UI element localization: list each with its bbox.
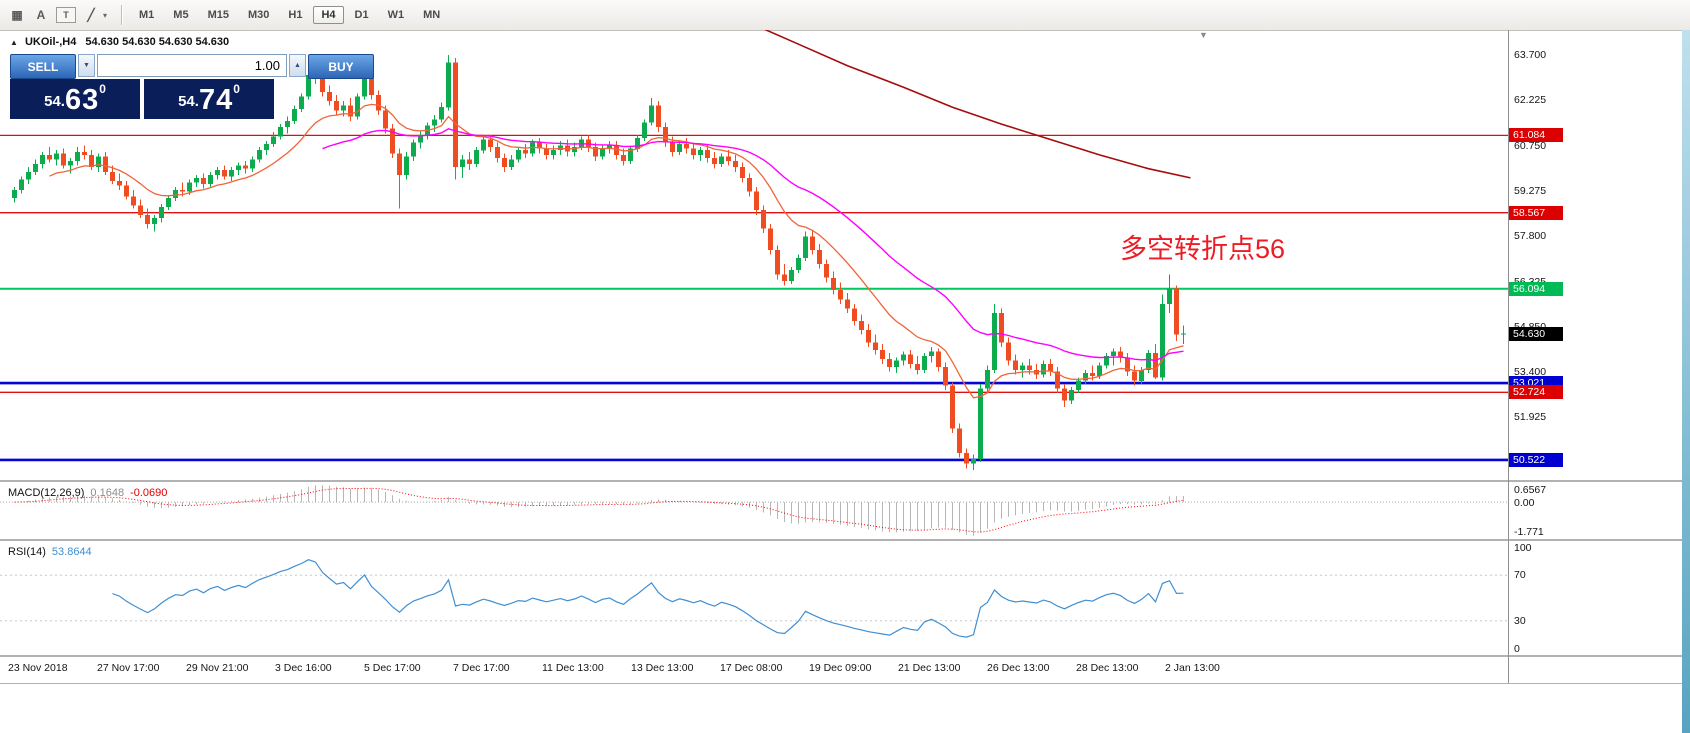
chart-annotation-text[interactable]: 多空转折点56 (1120, 234, 1286, 264)
time-axis-label: 27 Nov 17:00 (97, 662, 160, 674)
ask-superscript: 0 (233, 82, 240, 96)
rsi-axis-0: 0 (1514, 643, 1520, 655)
time-axis-label: 3 Dec 16:00 (275, 662, 332, 674)
chart-bottom-border (0, 683, 1683, 684)
timeframe-button-h1[interactable]: H1 (288, 9, 303, 21)
price-axis-label: 59.275 (1514, 184, 1547, 197)
timeframe-button-h4[interactable]: H4 (313, 6, 344, 24)
rsi-axis-30: 30 (1514, 614, 1526, 627)
ask-big-digits: 74 (198, 84, 234, 116)
time-axis[interactable]: 23 Nov 2018 27 Nov 17:00 29 Nov 21:00 3 Dec… (0, 657, 1508, 683)
pane-splitter-macd[interactable] (0, 480, 1683, 482)
collapse-panel-icon[interactable]: ▲ (10, 38, 18, 47)
time-axis-label: 11 Dec 13:00 (542, 662, 604, 674)
toolbar-separator (121, 5, 124, 25)
main-chart-canvas[interactable] (0, 30, 1683, 480)
time-axis-label: 26 Dec 13:00 (987, 662, 1050, 674)
ohlc-readout: 54.630 54.630 54.630 54.630 (85, 36, 230, 48)
price-scale-separator (1508, 30, 1509, 683)
macd-label: MACD(12,26,9) 0.1648 -0.0690 (8, 487, 167, 499)
line-tools-icon[interactable]: ╱ (87, 8, 95, 22)
buy-button[interactable]: BUY (308, 54, 374, 79)
bid-price-display[interactable]: 54. 63 0 (10, 79, 140, 119)
rsi-label: RSI(14) 53.8644 (8, 546, 92, 558)
rsi-name: RSI(14) (8, 546, 46, 558)
timeframe-button-m15[interactable]: M15 (207, 9, 229, 21)
price-axis-label: 63.700 (1514, 48, 1547, 61)
hline-badge-50.522: 50.522 (1509, 452, 1563, 467)
ma-slow-line (764, 30, 1191, 179)
hline-badge-61.084: 61.084 (1509, 128, 1563, 143)
time-axis-label: 21 Dec 13:00 (898, 662, 961, 674)
timeframe-button-d1[interactable]: D1 (354, 9, 369, 21)
ma-medium-line (322, 128, 1184, 362)
ask-price-display[interactable]: 54. 74 0 (144, 79, 274, 119)
rsi-canvas[interactable] (0, 541, 1683, 655)
ma-fast-line (49, 103, 1184, 399)
macd-axis-zero: 0.00 (1514, 497, 1535, 510)
rsi-value: 53.8644 (51, 546, 92, 558)
timeframe-toolbar: M1 M5 M15 M30 H1 H4 D1 W1 MN (131, 6, 448, 24)
symbol-label: UKOil-,H4 (24, 36, 77, 48)
pane-splitter-timeaxis[interactable] (0, 655, 1683, 657)
volume-down-button[interactable]: ▼ (78, 54, 95, 77)
rsi-axis-70: 70 (1514, 569, 1526, 582)
rsi-line (112, 559, 1184, 638)
price-axis-label: 51.925 (1514, 410, 1547, 423)
time-axis-label: 2 Jan 13:00 (1165, 662, 1220, 674)
time-axis-label: 23 Nov 2018 (8, 662, 68, 674)
timeframe-button-w1[interactable]: W1 (387, 9, 405, 21)
macd-axis-min: -1.771 (1514, 526, 1544, 538)
price-axis-label: 57.800 (1514, 230, 1547, 243)
timeframe-button-m1[interactable]: M1 (139, 9, 155, 21)
hline-badge-52.724: 52.724 (1509, 385, 1563, 400)
ask-prefix: 54. (178, 93, 199, 110)
macd-signal-value: -0.0690 (130, 487, 168, 499)
time-axis-label: 13 Dec 13:00 (631, 662, 694, 674)
one-click-trading-panel: SELL ▼ ▲ BUY 54. 63 0 54. 74 0 (10, 54, 374, 119)
hline-badge-56.094: 56.094 (1509, 281, 1563, 296)
timeframe-button-m30[interactable]: M30 (247, 9, 270, 21)
time-axis-label: 19 Dec 09:00 (809, 662, 872, 674)
toolbar-tools: ▦ A T ╱ ▾ (8, 6, 107, 24)
macd-histogram (21, 485, 1184, 536)
bid-prefix: 54. (44, 93, 65, 110)
macd-canvas[interactable] (0, 482, 1683, 539)
time-axis-label: 5 Dec 17:00 (364, 662, 421, 674)
time-axis-label: 29 Nov 21:00 (186, 662, 249, 674)
macd-axis-max: 0.6567 (1514, 484, 1547, 496)
line-tools-dropdown-icon[interactable]: ▾ (103, 10, 108, 20)
current-price-badge: 54.630 (1509, 326, 1563, 341)
bid-superscript: 0 (99, 82, 106, 96)
volume-input[interactable] (97, 54, 287, 77)
timeframe-button-m5[interactable]: M5 (173, 9, 189, 21)
price-axis-label: 60.750 (1514, 139, 1547, 152)
symbol-overlay: ▲ UKOil-,H4 54.630 54.630 54.630 54.630 (10, 36, 229, 48)
macd-signal-line (14, 487, 1184, 533)
text-tool-icon[interactable]: T (56, 7, 76, 23)
time-axis-label: 7 Dec 17:00 (453, 662, 510, 674)
bid-big-digits: 63 (64, 84, 100, 116)
font-tool-icon[interactable]: A (36, 8, 46, 22)
timeframe-button-mn[interactable]: MN (423, 9, 441, 21)
window-edge-strip (1682, 30, 1690, 733)
macd-name: MACD(12,26,9) (8, 487, 85, 499)
volume-up-button[interactable]: ▲ (289, 54, 306, 77)
chart-grid-icon[interactable]: ▦ (11, 8, 23, 22)
chart-shift-marker-icon[interactable]: ▼ (1199, 30, 1208, 40)
sell-button[interactable]: SELL (10, 54, 76, 79)
pane-splitter-rsi[interactable] (0, 539, 1683, 541)
macd-main-value: 0.1648 (90, 487, 125, 499)
candles-layer (12, 55, 1186, 470)
rsi-axis-100: 100 (1514, 542, 1532, 554)
price-axis-label: 62.225 (1514, 94, 1547, 107)
time-axis-label: 17 Dec 08:00 (720, 662, 783, 674)
toolbar: ▦ A T ╱ ▾ M1 M5 M15 M30 H1 H4 D1 W1 MN (0, 0, 1690, 31)
price-axis-label: 53.400 (1514, 365, 1547, 378)
hline-badge-58.567: 58.567 (1509, 205, 1563, 220)
time-axis-label: 28 Dec 13:00 (1076, 662, 1139, 674)
